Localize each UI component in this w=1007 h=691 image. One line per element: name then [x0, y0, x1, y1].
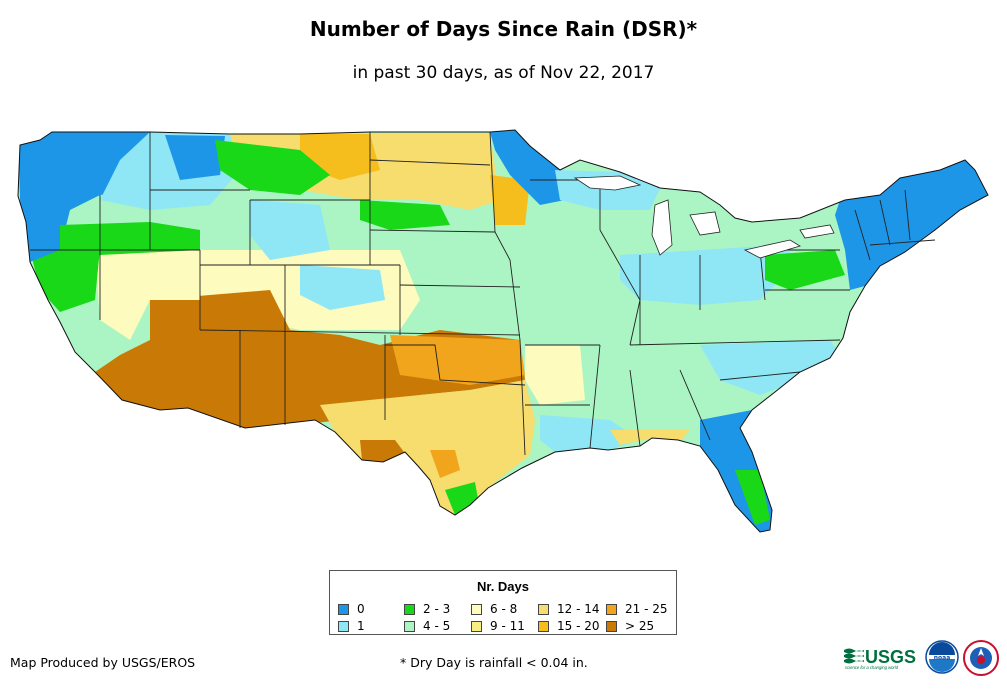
region-ohio-valley-cyan: [620, 245, 800, 305]
region-wyoming-cyan: [250, 200, 330, 260]
region-nebraska-green: [360, 200, 450, 230]
state-boundaries: [30, 131, 936, 456]
usgs-wordmark: USGS: [865, 647, 916, 667]
legend-label: 9 - 11: [490, 619, 525, 633]
region-idaho-blue: [165, 135, 225, 180]
legend-swatch: [471, 620, 482, 632]
legend-item-9: > 25: [606, 619, 654, 633]
legend-label: 4 - 5: [423, 619, 451, 633]
legend-swatch: [338, 620, 349, 632]
region-pennsylvania-green: [765, 250, 845, 290]
legend-swatch: [606, 603, 617, 615]
region-minnesota-blue: [490, 130, 565, 205]
region-colorado-cyan: [300, 265, 385, 310]
legend-item-1: 1: [338, 619, 365, 633]
region-oklahoma-orange: [390, 335, 525, 385]
legend: Nr. Days 0 1 2 - 3 4 - 5 6 - 8 9 - 11 12…: [329, 570, 677, 635]
map-subtitle: in past 30 days, as of Nov 22, 2017: [352, 63, 655, 83]
legend-item-3: 4 - 5: [404, 619, 450, 633]
region-gulf-coast-yellow: [610, 430, 690, 445]
noaa-logo: noaa: [925, 640, 959, 674]
region-nd-orange: [490, 175, 530, 225]
legend-label: 15 - 20: [557, 619, 600, 633]
map-title: Number of Days Since Rain (DSR)*: [309, 17, 698, 41]
nws-logo: [963, 640, 999, 676]
legend-item-8: 21 - 25: [606, 602, 668, 616]
legend-label: 12 - 14: [557, 602, 600, 616]
legend-item-4: 6 - 8: [471, 602, 517, 616]
region-texas-orange: [430, 450, 460, 478]
region-texas-yellow: [320, 380, 535, 515]
map-credit: Map Produced by USGS/EROS: [10, 655, 196, 670]
legend-item-2: 2 - 3: [404, 602, 450, 616]
region-carolinas-cyan: [700, 340, 843, 395]
legend-item-6: 12 - 14: [538, 602, 600, 616]
legend-swatch: [538, 620, 549, 632]
region-gulf-coast-cyan: [540, 415, 640, 452]
legend-item-7: 15 - 20: [538, 619, 600, 633]
region-great-basin: [95, 250, 200, 340]
legend-swatch: [404, 620, 415, 632]
region-northeast-blue: [835, 160, 988, 290]
legend-swatch: [404, 603, 415, 615]
region-california-green: [30, 248, 100, 312]
region-oregon-green: [60, 222, 200, 255]
noaa-wordmark: noaa: [934, 655, 951, 662]
legend-label: 0: [357, 602, 365, 616]
legend-item-0: 0: [338, 602, 365, 616]
region-arkansas-yellow: [525, 345, 585, 405]
us-outline: [17, 129, 989, 533]
legend-label: > 25: [625, 619, 655, 633]
legend-item-5: 9 - 11: [471, 619, 525, 633]
legend-swatch: [538, 603, 549, 615]
region-southwest-brown: [95, 290, 525, 428]
region-montana-green: [215, 140, 330, 195]
legend-swatch: [606, 620, 617, 632]
great-lakes: [573, 175, 835, 259]
dry-day-footnote: * Dry Day is rainfall < 0.04 in.: [400, 655, 588, 670]
legend-label: 1: [357, 619, 365, 633]
legend-label: 6 - 8: [490, 602, 518, 616]
legend-swatch: [338, 603, 349, 615]
legend-title: Nr. Days: [476, 579, 530, 594]
legend-swatch: [471, 603, 482, 615]
legend-label: 2 - 3: [423, 602, 451, 616]
us-dsr-map: [17, 129, 989, 533]
usgs-tagline: science for a changing world: [845, 665, 899, 670]
usgs-logo: USGS science for a changing world: [844, 647, 916, 670]
legend-label: 21 - 25: [625, 602, 668, 616]
region-florida-green: [735, 470, 770, 525]
